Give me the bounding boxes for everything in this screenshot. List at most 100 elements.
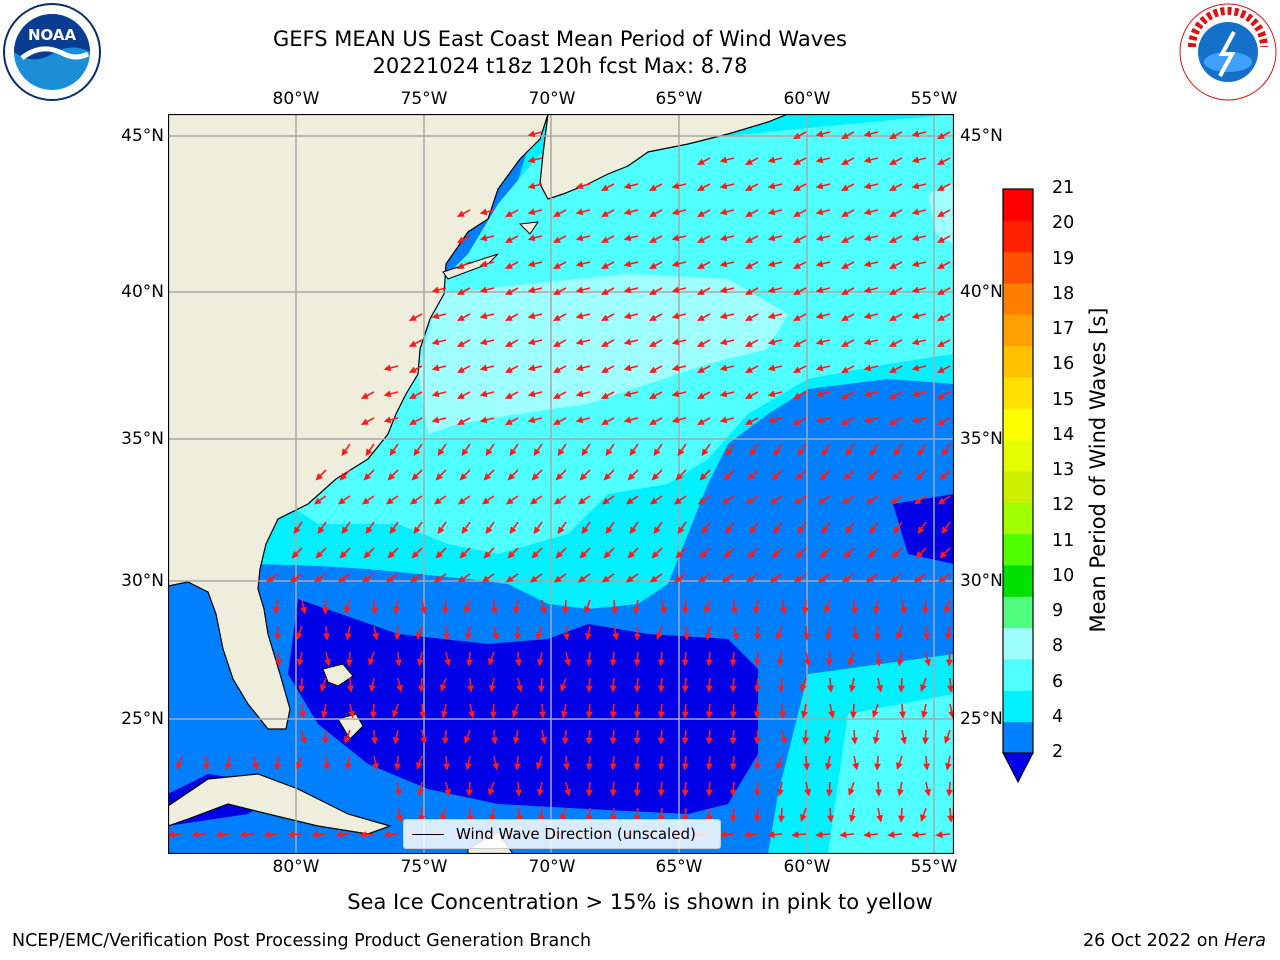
lon-label-top: 70°W [528, 89, 576, 109]
wave-direction-arrowhead [273, 606, 280, 615]
wave-direction-arrowhead [365, 448, 373, 457]
colorbar-tick-label: 12 [1052, 495, 1075, 516]
wave-direction-arrowhead [557, 526, 565, 535]
wave-direction-arrowhead [721, 575, 730, 583]
wave-direction-arrowhead [924, 658, 931, 667]
wave-direction-arrowhead [723, 551, 731, 559]
wave-direction-arrowhead [504, 392, 513, 399]
wave-direction-arrowhead [803, 763, 810, 771]
wave-direction-arrowhead [464, 736, 471, 744]
wave-direction-arrowhead [801, 710, 808, 719]
colorbar-tick-label: 15 [1052, 389, 1075, 410]
wave-direction-arrowhead [603, 551, 611, 559]
wave-direction-arrowhead [527, 390, 536, 398]
wave-direction-arrowhead [778, 815, 785, 823]
wave-direction-arrowhead [845, 526, 853, 535]
wave-direction-arrowhead [461, 448, 469, 457]
wave-direction-arrowhead [840, 340, 849, 347]
wave-direction-arrowhead [696, 158, 705, 165]
wave-direction-arrowhead [536, 762, 543, 770]
wave-direction-arrowhead [898, 685, 905, 693]
wave-direction-arrowhead [409, 497, 418, 505]
wave-direction-arrowhead [725, 448, 733, 457]
wave-direction-arrowhead [769, 575, 778, 583]
wave-direction-arrowhead [944, 606, 951, 614]
wave-direction-arrowhead [581, 526, 589, 535]
wave-direction-arrowhead [889, 497, 898, 505]
colorbar-tick-label: 13 [1052, 460, 1075, 480]
wave-direction-arrowhead [633, 659, 641, 667]
wave-direction-arrowhead [459, 551, 467, 559]
wave-direction-arrowhead [719, 234, 728, 242]
wave-direction-arrowhead [575, 416, 584, 424]
wave-direction-arrowhead [420, 606, 427, 615]
wave-direction-arrowhead [936, 132, 945, 139]
wave-direction-arrowhead [648, 340, 657, 347]
wave-direction-arrowhead [744, 288, 753, 295]
wave-direction-arrowhead [527, 234, 536, 242]
footer-machine: Hera [1224, 931, 1266, 951]
wave-direction-arrowhead [600, 262, 609, 269]
wave-direction-arrowhead [369, 684, 376, 693]
wave-direction-arrowhead [719, 312, 728, 320]
wave-direction-arrowhead [371, 607, 378, 615]
wave-direction-arrowhead [819, 551, 827, 559]
wave-direction-arrowhead [719, 390, 728, 398]
wave-direction-arrowhead [296, 762, 303, 770]
map-legend: Wind Wave Direction (unscaled) [403, 819, 721, 849]
wave-direction-arrowhead [317, 526, 325, 535]
wave-direction-arrowhead [732, 632, 739, 641]
wave-direction-arrowhead [411, 551, 419, 559]
colorbar-segment [1003, 220, 1033, 253]
wave-direction-arrowhead [504, 236, 513, 243]
wave-direction-arrowhead [456, 262, 465, 269]
wave-direction-arrowhead [935, 831, 943, 839]
wave-direction-arrowhead [863, 390, 872, 398]
wave-direction-arrowhead [944, 736, 951, 744]
wave-direction-arrowhead [479, 364, 488, 372]
wave-direction-arrowhead [922, 607, 929, 615]
wave-direction-arrowhead [780, 736, 787, 745]
wave-direction-arrowhead [744, 340, 753, 347]
wave-direction-arrowhead [575, 312, 584, 320]
wave-direction-arrowhead [843, 473, 851, 481]
ocean-band-8-9 [418, 274, 788, 434]
wave-direction-arrowhead [437, 448, 445, 457]
wave-direction-arrowhead [623, 338, 632, 346]
wave-direction-arrowhead [815, 312, 824, 320]
wave-direction-arrowhead [815, 156, 824, 164]
wave-direction-arrowhead [538, 815, 545, 823]
lon-label-top: 65°W [655, 89, 703, 109]
wave-direction-arrowhead [389, 448, 397, 457]
wave-direction-arrowhead [719, 338, 728, 346]
wave-direction-arrowhead [585, 659, 593, 667]
wave-direction-arrowhead [417, 788, 424, 797]
wave-direction-arrowhead [300, 606, 307, 615]
wave-direction-arrowhead [372, 632, 379, 641]
wave-direction-arrowhead [527, 156, 536, 164]
lat-label-left: 45°N [121, 126, 164, 146]
wave-direction-arrowhead [263, 831, 271, 839]
wave-direction-arrowhead [456, 418, 465, 425]
wave-direction-arrowhead [863, 831, 871, 839]
wave-direction-arrowhead [824, 736, 831, 744]
wave-direction-arrowhead [609, 763, 617, 771]
wave-direction-arrowhead [705, 711, 713, 719]
wave-direction-arrowhead [600, 340, 609, 347]
wave-direction-arrowhead [383, 390, 392, 398]
wave-direction-arrowhead [515, 659, 522, 667]
wave-direction-arrowhead [575, 390, 584, 398]
wave-direction-arrowhead [623, 312, 632, 320]
wave-direction-arrowhead [393, 606, 400, 615]
wave-direction-arrowhead [203, 763, 210, 771]
wave-direction-arrowhead [383, 416, 392, 424]
wave-direction-arrowhead [629, 448, 637, 457]
wave-direction-arrowhead [467, 815, 474, 823]
land-bahamas [337, 713, 364, 740]
wave-direction-arrowhead [341, 448, 349, 457]
wave-direction-arrowhead [671, 416, 680, 424]
wave-direction-arrowhead [585, 711, 593, 719]
wave-direction-arrowhead [681, 815, 689, 823]
wave-direction-arrowhead [795, 551, 803, 559]
wave-direction-arrowhead [431, 338, 440, 346]
